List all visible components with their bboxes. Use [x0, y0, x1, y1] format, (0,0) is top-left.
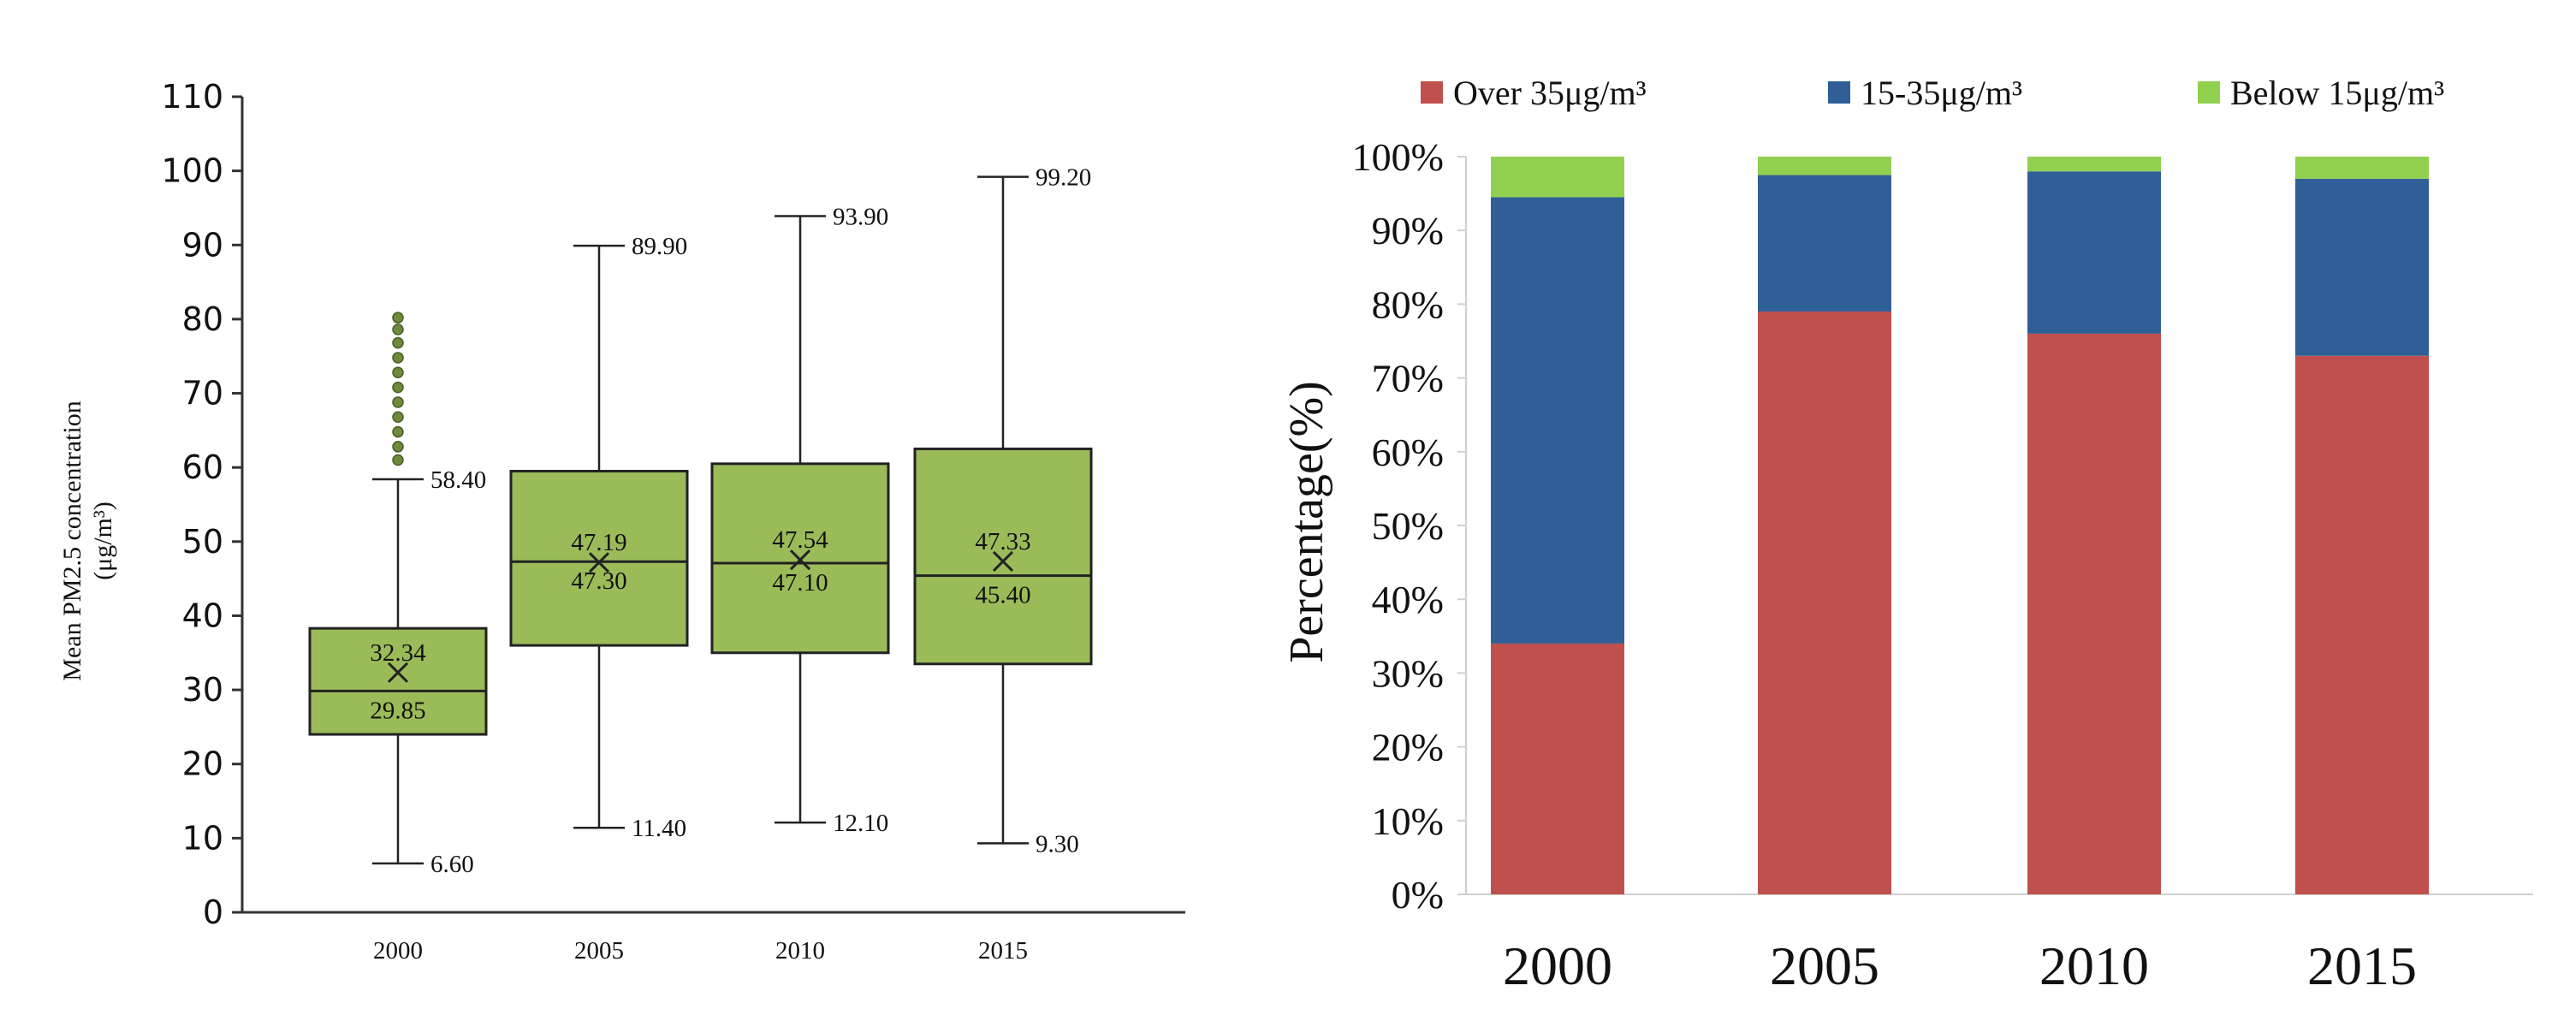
mean-marker — [387, 662, 409, 683]
legend: Over 35μg/m³ 15-35μg/m³ Below 15μg/m³ — [1421, 74, 2444, 112]
median-label: 47.30 — [571, 567, 626, 595]
bar-segment-2010-mid — [2027, 171, 2161, 334]
mean-marker — [992, 550, 1014, 573]
stack-x-tick-label: 2000 — [1503, 935, 1612, 996]
max-label: 58.40 — [430, 466, 486, 494]
stack-y-tick-label: 50% — [1372, 504, 1444, 548]
min-label: 9.30 — [1036, 830, 1079, 858]
box-x-tick-label: 2010 — [775, 937, 825, 965]
outlier-point — [392, 324, 404, 335]
bar-segment-2000-over35 — [1491, 643, 1624, 894]
mean-label: 47.54 — [772, 526, 828, 554]
bar-segment-2000-below15 — [1491, 157, 1624, 198]
outlier-point — [392, 396, 404, 408]
box-x-tick-label: 2015 — [978, 937, 1028, 965]
box-y-tick-label: 100 — [161, 152, 223, 190]
bar-segment-2015-below15 — [2295, 157, 2429, 179]
bar-segment-2010-below15 — [2027, 157, 2161, 172]
box-ylabel-line1: Mean PM2.5 concentration — [58, 401, 86, 680]
bar-segment-2015-mid — [2295, 178, 2429, 356]
stack-y-tick-label: 70% — [1372, 357, 1444, 401]
box-group-2005: 89.90 11.40 47.19 47.30 — [509, 233, 689, 842]
min-label: 12.10 — [833, 810, 888, 837]
stack-x-tick-label: 2010 — [2039, 935, 2149, 996]
bar-segment-2015-over35 — [2295, 355, 2429, 894]
outlier-point — [392, 411, 404, 424]
stacked-bar-marks — [1491, 157, 2429, 894]
stack-y-tick-label: 0% — [1392, 873, 1444, 917]
bar-segment-2000-mid — [1491, 197, 1624, 644]
mean-marker — [588, 552, 610, 573]
outlier-point — [392, 425, 404, 438]
stack-x-tick-label: 2005 — [1770, 935, 1879, 996]
legend-swatch — [2198, 81, 2220, 104]
box-y-tick-label: 80 — [182, 300, 223, 338]
max-label: 93.90 — [833, 203, 888, 230]
mean-label: 47.19 — [571, 529, 626, 556]
box-y-tick-label: 110 — [161, 78, 223, 116]
box-y-tick-label: 50 — [182, 523, 223, 561]
bar-segment-2010-over35 — [2027, 333, 2161, 894]
box-y-tick-label: 70 — [182, 375, 223, 413]
stack-y-tick-label: 100% — [1352, 135, 1444, 179]
median-label: 29.85 — [370, 697, 425, 724]
mean-marker — [789, 549, 811, 571]
legend-label: Below 15μg/m³ — [2230, 74, 2444, 112]
box-y-tick-label: 30 — [182, 671, 223, 709]
outlier-point — [392, 366, 404, 379]
max-label: 99.20 — [1036, 164, 1091, 192]
box-y-tick-label: 10 — [182, 819, 223, 857]
bar-segment-2005-below15 — [1758, 157, 1891, 175]
box-group-2000: 58.40 6.60 32.34 29.85 — [308, 312, 488, 878]
outlier-point — [392, 454, 404, 466]
stack-y-tick-label: 40% — [1372, 578, 1444, 621]
stack-y-tick-label: 20% — [1372, 726, 1444, 769]
max-label: 89.90 — [632, 233, 687, 260]
stacked-bar-axes: 0% 10% 20% 30% 40% 50% 60% 70% 80% 90% 100% 2000 200… — [1352, 135, 2533, 996]
legend-swatch — [1421, 81, 1443, 104]
box-ylabel-line2: (μg/m³) — [89, 502, 117, 580]
box-y-tick-label: 20 — [182, 745, 223, 783]
stack-y-tick-label: 90% — [1372, 209, 1444, 252]
outlier-point — [392, 336, 404, 349]
outlier-point — [392, 441, 404, 453]
stacked-bar-chart: Over 35μg/m³ 15-35μg/m³ Below 15μg/m³ 0% 10… — [1280, 74, 2533, 996]
stack-y-tick-label: 10% — [1372, 799, 1444, 843]
box-x-tick-label: 2000 — [373, 937, 423, 965]
box-x-tick-label: 2005 — [574, 937, 624, 965]
stack-x-tick-label: 2015 — [2307, 935, 2417, 996]
stacked-ylabel: Percentage(%) — [1280, 381, 1333, 663]
box-plot-marks: 58.40 6.60 32.34 29.85 89.90 11.40 47.19 47.30 9… — [308, 164, 1093, 878]
legend-label: 15-35μg/m³ — [1861, 74, 2022, 112]
min-label: 11.40 — [632, 815, 686, 842]
box-y-tick-label: 0 — [203, 893, 223, 931]
median-label: 45.40 — [975, 582, 1030, 609]
outlier-point — [392, 352, 404, 364]
box-plot-chart: 0 10 20 30 40 50 60 70 80 90 100 110 2000 2005 2010 201… — [58, 78, 1185, 965]
mean-label: 47.33 — [975, 528, 1030, 555]
box-y-tick-label: 60 — [182, 448, 223, 486]
box-group-2010: 93.90 12.10 47.54 47.10 — [710, 203, 890, 837]
legend-label: Over 35μg/m³ — [1453, 74, 1647, 112]
min-label: 6.60 — [430, 851, 474, 878]
bar-segment-2005-over35 — [1758, 312, 1891, 894]
iqr-box — [509, 470, 689, 647]
bar-segment-2005-mid — [1758, 175, 1891, 312]
stack-y-tick-label: 80% — [1372, 282, 1444, 326]
box-y-tick-label: 40 — [182, 597, 223, 634]
stack-y-tick-label: 30% — [1372, 651, 1444, 695]
box-plot-axes: 0 10 20 30 40 50 60 70 80 90 100 110 2000 2005 2010 201… — [161, 78, 1185, 965]
legend-swatch — [1828, 81, 1850, 104]
median-label: 47.10 — [772, 569, 828, 597]
iqr-box — [308, 626, 488, 736]
mean-label: 32.34 — [370, 639, 426, 667]
outlier-point — [392, 381, 404, 394]
box-y-tick-label: 90 — [182, 226, 223, 264]
box-group-2015: 99.20 9.30 47.33 45.40 — [913, 164, 1093, 858]
outlier-point — [392, 312, 404, 324]
iqr-box — [913, 448, 1093, 666]
stack-y-tick-label: 60% — [1372, 430, 1444, 474]
